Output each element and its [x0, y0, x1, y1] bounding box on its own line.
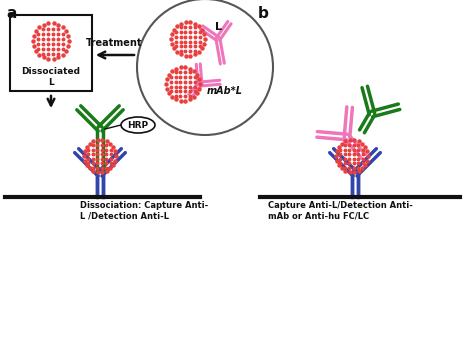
Text: Dissociated
L: Dissociated L: [21, 67, 81, 87]
Text: mAb*L: mAb*L: [207, 86, 243, 96]
Text: L: L: [215, 22, 222, 32]
Ellipse shape: [121, 117, 155, 133]
FancyBboxPatch shape: [10, 15, 92, 91]
Text: Dissociation: Capture Anti-
L /Detection Anti-L: Dissociation: Capture Anti- L /Detection…: [80, 201, 208, 220]
Text: Treatment: Treatment: [86, 38, 143, 48]
Text: HRP: HRP: [128, 120, 148, 129]
Text: Capture Anti-L/Detection Anti-
mAb or Anti-hu FC/LC: Capture Anti-L/Detection Anti- mAb or An…: [268, 201, 413, 220]
Text: a: a: [6, 6, 17, 21]
Text: b: b: [258, 6, 269, 21]
